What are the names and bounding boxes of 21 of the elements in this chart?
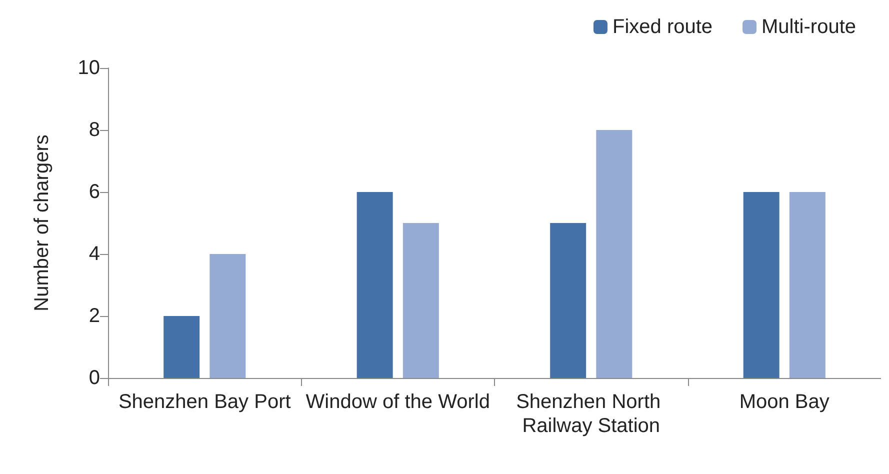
x-tick-label: Window of the World <box>306 391 490 413</box>
bar <box>789 192 826 378</box>
x-tick-label: Shenzhen North Railway Station <box>516 391 666 437</box>
bar <box>743 192 780 378</box>
y-tick-label: 0 <box>88 367 100 389</box>
bar <box>164 316 200 378</box>
bar <box>356 192 393 378</box>
y-tick-label: 2 <box>88 305 100 327</box>
bar <box>402 223 439 378</box>
bar <box>596 130 632 378</box>
y-axis-title: Number of chargers <box>31 134 53 312</box>
y-tick-label: 8 <box>88 119 100 141</box>
x-tick-label: Shenzhen Bay Port <box>118 391 292 413</box>
y-tick-label: 4 <box>88 243 100 265</box>
x-tick-label: Moon Bay <box>739 391 830 413</box>
bar <box>550 223 586 378</box>
y-tick-label: 10 <box>78 57 100 79</box>
legend-label: Multi-route <box>762 16 856 38</box>
y-tick-label: 6 <box>88 181 100 203</box>
legend-label: Fixed route <box>612 16 713 38</box>
bar <box>210 254 246 378</box>
